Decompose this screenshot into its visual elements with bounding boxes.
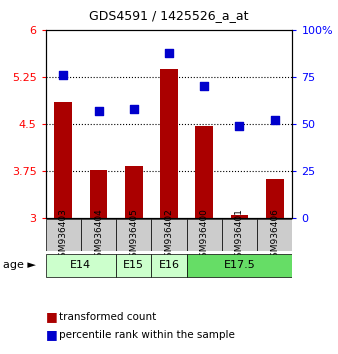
Bar bbox=[125, 166, 143, 218]
Point bbox=[201, 84, 207, 89]
Text: GSM936403: GSM936403 bbox=[59, 208, 68, 263]
Bar bbox=[195, 126, 213, 218]
Text: ■: ■ bbox=[46, 310, 57, 323]
Bar bbox=[160, 69, 178, 218]
Text: GSM936404: GSM936404 bbox=[94, 208, 103, 263]
Text: transformed count: transformed count bbox=[59, 312, 156, 322]
Bar bbox=[266, 179, 284, 218]
Point bbox=[237, 123, 242, 129]
Point bbox=[96, 108, 101, 114]
Bar bbox=[222, 219, 257, 251]
Bar bbox=[81, 219, 116, 251]
Text: E17.5: E17.5 bbox=[224, 261, 256, 270]
Text: E15: E15 bbox=[123, 261, 144, 270]
Bar bbox=[54, 102, 72, 218]
Bar bbox=[151, 219, 187, 251]
Bar bbox=[116, 254, 151, 277]
Text: GSM936405: GSM936405 bbox=[129, 208, 138, 263]
Bar bbox=[46, 219, 81, 251]
Point bbox=[131, 106, 137, 112]
Point bbox=[272, 117, 277, 123]
Text: E14: E14 bbox=[70, 261, 92, 270]
Point bbox=[61, 72, 66, 78]
Text: GSM936406: GSM936406 bbox=[270, 208, 279, 263]
Bar bbox=[151, 254, 187, 277]
Text: GSM936402: GSM936402 bbox=[165, 208, 173, 263]
Text: percentile rank within the sample: percentile rank within the sample bbox=[59, 330, 235, 339]
Bar bbox=[46, 254, 116, 277]
Text: E16: E16 bbox=[159, 261, 179, 270]
Bar bbox=[231, 215, 248, 218]
Text: age ►: age ► bbox=[3, 261, 36, 270]
Bar bbox=[116, 219, 151, 251]
Bar bbox=[257, 219, 292, 251]
Text: ■: ■ bbox=[46, 328, 57, 341]
Bar bbox=[187, 219, 222, 251]
Point bbox=[166, 50, 172, 56]
Text: GSM936400: GSM936400 bbox=[200, 208, 209, 263]
Bar bbox=[187, 254, 292, 277]
Text: GSM936401: GSM936401 bbox=[235, 208, 244, 263]
Text: GDS4591 / 1425526_a_at: GDS4591 / 1425526_a_at bbox=[89, 10, 249, 22]
Bar bbox=[90, 170, 107, 218]
